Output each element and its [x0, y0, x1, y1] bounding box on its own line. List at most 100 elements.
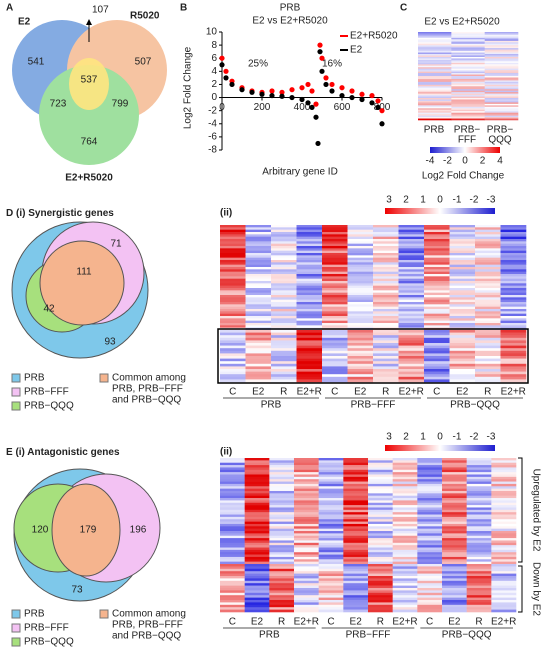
- heatmap-cell: [347, 369, 374, 372]
- heatmap-cell: [475, 285, 501, 289]
- heatmap-cell: [343, 580, 369, 584]
- heatmap-cell: [466, 566, 492, 570]
- heatmap-cell: [347, 358, 374, 362]
- heatmap-cell: [373, 262, 399, 265]
- heatmap-cell: [269, 458, 295, 461]
- heatmap-cell: [466, 552, 492, 555]
- heatmap-cell: [245, 243, 272, 247]
- point: [289, 94, 295, 101]
- heatmap-cell: [294, 585, 319, 589]
- heatmap-cell: [451, 40, 485, 43]
- column-label: E2+R: [392, 617, 417, 628]
- heatmap-cell: [220, 528, 245, 532]
- heatmap-cell: [294, 559, 319, 562]
- y-tick-label: 4: [211, 66, 217, 77]
- heatmap-cell: [424, 332, 450, 336]
- heatmap-cell: [220, 607, 245, 610]
- heatmap-cell: [442, 561, 467, 565]
- heatmap-cell: [475, 264, 501, 268]
- heatmap-cell: [417, 547, 443, 551]
- heatmap-cell: [294, 588, 319, 591]
- heatmap-cell: [392, 479, 418, 482]
- heatmap-cell: [449, 239, 476, 242]
- point: [323, 75, 329, 81]
- heatmap-cell: [449, 345, 476, 349]
- heatmap-cell: [368, 554, 393, 558]
- heatmap-cell: [491, 502, 517, 506]
- heatmap-cell: [484, 43, 519, 46]
- heatmap-cell: [442, 460, 467, 464]
- heatmap-cell: [220, 549, 245, 553]
- heatmap-cell: [294, 465, 319, 468]
- heatmap-cell: [347, 239, 374, 242]
- heatmap-cell: [417, 535, 443, 539]
- heatmap-cell: [244, 554, 270, 558]
- heatmap-cell: [322, 253, 348, 256]
- heatmap-cell: [318, 542, 344, 546]
- heatmap-cell: [220, 281, 246, 284]
- heatmap-cell: [418, 98, 452, 100]
- heatmap-cell: [244, 564, 270, 567]
- heatmap-cell: [442, 556, 467, 560]
- heatmap-cell: [269, 573, 295, 577]
- heatmap-cell: [294, 580, 319, 584]
- heatmap-cell: [449, 288, 476, 291]
- heatmap-cell: [220, 371, 246, 375]
- heatmap-cell: [424, 236, 450, 240]
- heatmap-cell: [220, 585, 245, 589]
- heatmap-cell: [343, 549, 369, 553]
- heatmap-cell: [245, 313, 272, 317]
- heatmap-cell: [220, 523, 245, 527]
- heatmap-cell: [220, 561, 245, 565]
- heatmap-cell: [244, 538, 270, 541]
- heatmap-cell: [245, 306, 272, 310]
- heatmap-cell: [484, 112, 519, 115]
- colorbar-tick: 4: [497, 156, 503, 167]
- side-bracket: [518, 565, 523, 613]
- heatmap-cell: [318, 578, 344, 582]
- heatmap-cell: [347, 236, 374, 240]
- heading: (i) Synergistic genes: [16, 208, 114, 219]
- heatmap-cell: [500, 267, 527, 270]
- heatmap-cell: [318, 458, 344, 461]
- heatmap-cell: [294, 493, 319, 496]
- heatmap-cell: [271, 276, 297, 279]
- heatmap-cell: [500, 371, 527, 375]
- heatmap-cell: [220, 600, 245, 603]
- heatmap-cell: [347, 311, 374, 314]
- heatmap-cell: [271, 241, 297, 244]
- heatmap-cell: [424, 278, 450, 282]
- heatmap-cell: [296, 361, 323, 365]
- heatmap-cell: [245, 337, 272, 341]
- heatmap-cell: [392, 588, 418, 591]
- heatmap-cell: [418, 48, 452, 50]
- heatmap-cell: [475, 288, 501, 291]
- heatmap-cell: [220, 366, 246, 370]
- heatmap-cell: [491, 531, 517, 534]
- heatmap-cell: [220, 343, 246, 346]
- heatmap-cell: [418, 90, 452, 93]
- heatmap-cell: [418, 78, 452, 81]
- colorbar-tick: -1: [453, 195, 462, 206]
- heatmap-cell: [373, 376, 399, 380]
- heatmap-cell: [451, 106, 485, 109]
- heatmap-cell: [296, 335, 323, 339]
- heatmap-cell: [322, 232, 348, 235]
- heatmap-cell: [475, 332, 501, 336]
- heatmap-cell: [296, 288, 323, 291]
- heatmap-cell: [418, 56, 452, 59]
- heatmap-cell: [475, 274, 501, 277]
- point: [359, 91, 365, 97]
- heatmap-cell: [318, 580, 344, 584]
- x-axis-label: Arbitrary gene ID: [262, 167, 338, 178]
- heatmap-cell: [245, 246, 272, 249]
- heatmap-cell: [296, 262, 323, 265]
- heatmap-cell: [398, 330, 425, 333]
- heatmap-cell: [318, 592, 344, 596]
- heatmap-cell: [322, 353, 348, 357]
- heatmap-cell: [220, 531, 245, 534]
- column-label: C: [433, 387, 440, 398]
- heatmap-cell: [373, 285, 399, 289]
- heatmap-cell: [269, 486, 295, 489]
- heatmap-cell: [451, 95, 485, 97]
